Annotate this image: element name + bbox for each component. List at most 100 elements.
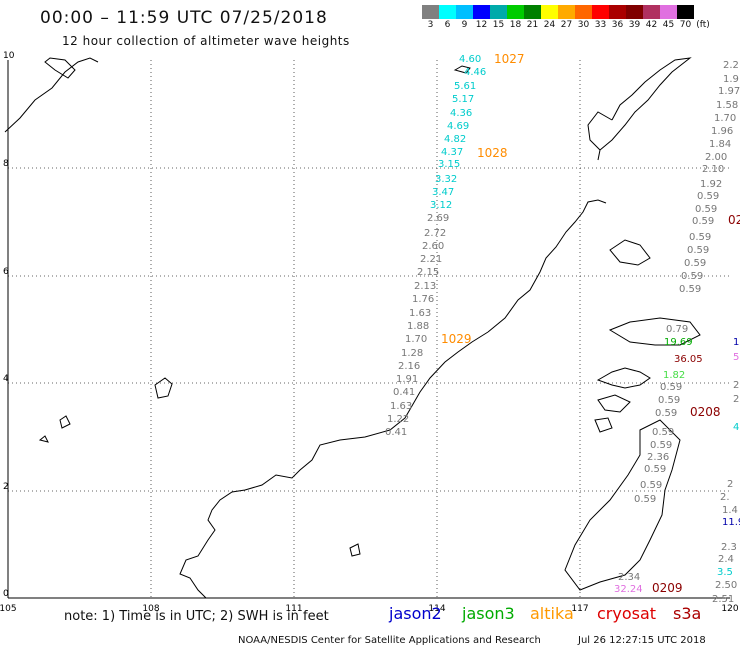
wave-height-label: 2 — [727, 479, 733, 490]
x-tick-label: 117 — [571, 604, 588, 614]
wave-height-label: 32.24 — [614, 584, 643, 595]
wave-height-label: 0.59 — [650, 440, 672, 451]
wave-height-label: 0.59 — [695, 204, 717, 215]
wave-height-label: 0.59 — [652, 427, 674, 438]
wave-height-label: 11.9 — [722, 517, 740, 528]
scale-swatch — [524, 5, 541, 19]
lat-lon-grid — [7, 60, 730, 599]
wave-height-label: 2.15 — [417, 267, 439, 278]
wave-height-label: 1.96 — [711, 126, 733, 137]
track-labels: 4.60 4.46 5.61 5.17 4.36 4.69 4.82 4.373.15 3.32… — [385, 54, 740, 605]
scale-label: 18 — [509, 20, 522, 30]
wave-height-label: 1.28 — [401, 348, 423, 359]
x-tick-label: 114 — [428, 604, 445, 614]
wave-height-label: 1.4 — [722, 505, 738, 516]
wave-height-label: 5.61 — [454, 81, 476, 92]
wave-height-label: 1.97 — [718, 86, 740, 97]
wave-height-label: 1.63 — [409, 308, 431, 319]
scale-swatch — [558, 5, 575, 19]
time-label: 0208 — [690, 405, 721, 419]
scale-swatch — [422, 5, 439, 19]
color-scale-bar — [422, 5, 694, 19]
scale-label: 27 — [560, 20, 573, 30]
scale-label: 24 — [543, 20, 556, 30]
wave-height-label: 1.82 — [663, 370, 685, 381]
scale-swatch — [507, 5, 524, 19]
wave-height-label: 0.59 — [679, 284, 701, 295]
time-labels: 1027 1028 1029 0208 0209 02 — [441, 52, 740, 595]
scale-label: 9 — [461, 20, 468, 30]
wave-height-label: 0.59 — [640, 480, 662, 491]
scale-label: 36 — [611, 20, 624, 30]
wave-height-label: 2. — [720, 492, 730, 503]
y-tick-label: 4 — [3, 374, 9, 384]
y-tick-label: 10 — [3, 51, 15, 61]
coastline — [4, 57, 701, 599]
wave-height-label: 1.92 — [700, 179, 722, 190]
legend-altika: altika — [530, 604, 574, 623]
scale-swatch — [609, 5, 626, 19]
time-label: 02 — [728, 213, 740, 227]
wave-height-label: 1.91 — [396, 374, 418, 385]
wave-height-label: 4.69 — [447, 121, 469, 132]
legend-cryosat: cryosat — [597, 604, 657, 623]
x-tick-label: 108 — [142, 604, 159, 614]
wave-height-label: 4.60 — [459, 54, 481, 65]
y-tick-label: 2 — [3, 482, 9, 492]
wave-height-label: 0.59 — [658, 395, 680, 406]
wave-height-label: 2.2 — [723, 60, 739, 71]
wave-height-label: 1.70 — [714, 113, 736, 124]
scale-label: 39 — [628, 20, 641, 30]
scale-label: 21 — [526, 20, 539, 30]
scale-swatch — [575, 5, 592, 19]
wave-height-label: 0.79 — [666, 324, 688, 335]
wave-height-label: 0.59 — [660, 382, 682, 393]
wave-height-label: 0.59 — [655, 408, 677, 419]
scale-swatch — [541, 5, 558, 19]
wave-height-label: 2.10 — [702, 164, 724, 175]
scale-label: 70 — [679, 20, 692, 30]
wave-height-label: 2.60 — [422, 241, 444, 252]
wave-height-label: 2 — [733, 394, 739, 405]
scale-swatch — [626, 5, 643, 19]
wave-height-label: 2.4 — [718, 554, 734, 565]
wave-height-label: 1.58 — [716, 100, 738, 111]
wave-height-label: 2.69 — [427, 213, 449, 224]
wave-height-label: 0.41 — [393, 387, 415, 398]
footer: NOAA/NESDIS Center for Satellite Applica… — [238, 635, 706, 646]
scale-swatch — [677, 5, 694, 19]
scale-swatch — [660, 5, 677, 19]
scale-swatch — [592, 5, 609, 19]
x-tick-label: 105 — [0, 604, 17, 614]
legend-s3a: s3a — [673, 604, 702, 623]
wave-height-label: 2.50 — [715, 580, 737, 591]
map-title: 00:00 – 11:59 UTC 07/25/2018 — [40, 8, 328, 28]
credit-text: NOAA/NESDIS Center for Satellite Applica… — [238, 635, 541, 646]
wave-height-label: 3.5 — [717, 567, 733, 578]
y-tick-label: 0 — [3, 589, 9, 599]
wave-height-label: 4.46 — [464, 67, 486, 78]
wave-height-label: 1.70 — [405, 334, 427, 345]
wave-height-label: 36.05 — [674, 354, 703, 365]
wave-height-label: 2 — [733, 380, 739, 391]
wave-height-label: 2.21 — [420, 254, 442, 265]
time-label: 1029 — [441, 332, 472, 346]
wave-height-label: 2.16 — [398, 361, 420, 372]
time-label: 0209 — [652, 581, 683, 595]
wave-height-label: 4.82 — [444, 134, 466, 145]
wave-height-label: 0.59 — [697, 191, 719, 202]
wave-height-label: 1.76 — [412, 294, 434, 305]
wave-height-label: 59.01 — [733, 352, 740, 363]
scale-label: 3 — [427, 20, 434, 30]
wave-height-label: 1.9 — [723, 74, 739, 85]
wave-height-label: 0.59 — [687, 245, 709, 256]
scale-swatch — [439, 5, 456, 19]
wave-height-label: 2.3 — [721, 542, 737, 553]
time-label: 1028 — [477, 146, 508, 160]
map-subtitle: 12 hour collection of altimeter wave hei… — [62, 34, 350, 48]
wave-height-label: 11.83 — [733, 337, 740, 348]
wave-height-label: 2.34 — [618, 572, 640, 583]
wave-height-label: 4.37 — [441, 147, 463, 158]
